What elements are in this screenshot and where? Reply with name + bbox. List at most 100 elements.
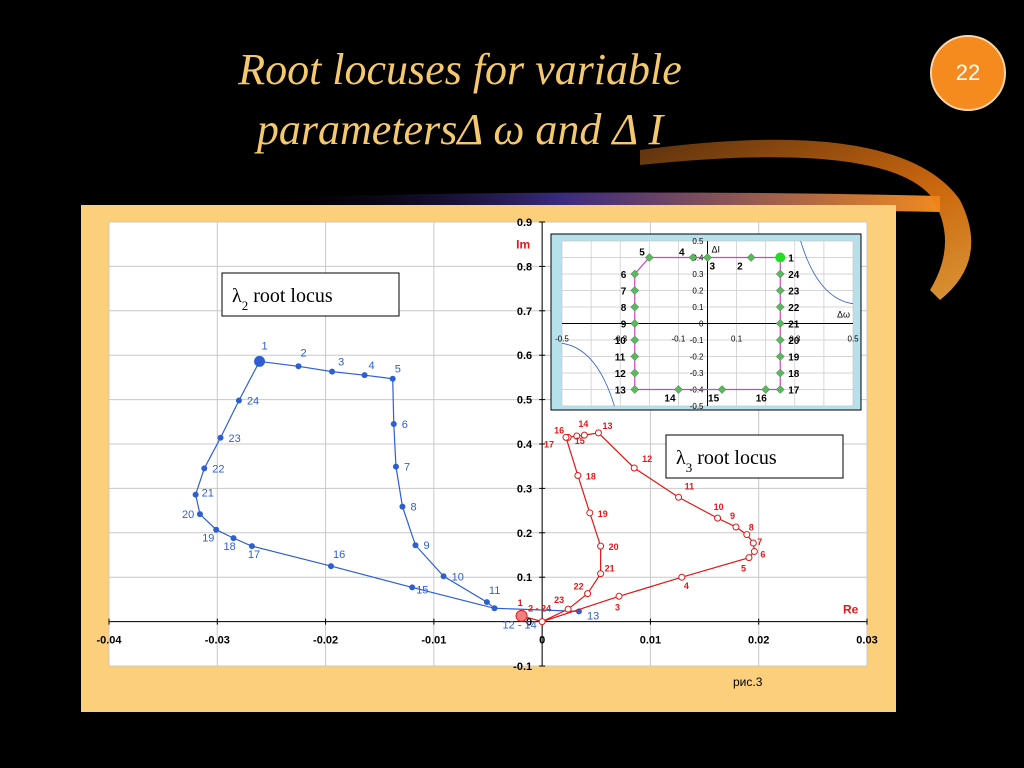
inset-point-15 xyxy=(717,385,727,394)
lambda3-point-label: 22 xyxy=(574,582,584,592)
inset-point-label: 18 xyxy=(788,369,800,380)
lambda2-point-16 xyxy=(327,563,334,570)
inset-point-label: 2 xyxy=(737,262,743,273)
lambda3-point-label: 8 xyxy=(749,523,754,533)
lambda2-annotation-box: λ2 root locus xyxy=(221,272,400,317)
lambda3-point-21 xyxy=(597,570,605,578)
inset-x-tick-label: -0.5 xyxy=(555,335,569,344)
inset-y-tick-label: 0.2 xyxy=(692,287,704,296)
lambda3-point-23 xyxy=(564,605,572,613)
lambda3-point-14 xyxy=(580,431,588,439)
lambda3-point-6 xyxy=(750,547,758,555)
lambda2-point-1 xyxy=(254,355,266,367)
lambda2-point-15 xyxy=(409,584,416,591)
lambda3-point-label: 16 xyxy=(554,425,564,435)
lambda2-annotation: λ2 root locus xyxy=(232,285,333,313)
lambda2-point-label: 3 xyxy=(338,357,344,369)
inset-point-22 xyxy=(775,302,785,312)
x-tick-label: -0.03 xyxy=(205,635,230,647)
lambda2-point-9 xyxy=(412,542,419,549)
inset-y-tick-label: -0.1 xyxy=(690,336,704,345)
lambda3-point-label: 20 xyxy=(609,542,619,552)
inset-point-label: 23 xyxy=(788,287,800,298)
lambda3-point-7 xyxy=(749,539,757,547)
y-tick-label: 0.5 xyxy=(517,395,532,407)
lambda2-point-24 xyxy=(235,397,242,404)
lambda3-point-label: 15 xyxy=(575,436,585,446)
lambda2-point-label: 18 xyxy=(224,541,236,553)
x-tick-label: 0 xyxy=(539,635,545,647)
y-tick-label: 0.7 xyxy=(517,306,532,318)
lambda2-point-12-14 xyxy=(491,605,498,612)
inset-point-label: 10 xyxy=(615,336,627,347)
x-axis-label: Re xyxy=(843,603,859,617)
slide-title-line2: parametersΔ ω and Δ I xyxy=(256,105,664,154)
lambda3-point-1 xyxy=(515,609,528,622)
inset-point-11 xyxy=(630,352,640,361)
page-number-badge: 22 xyxy=(930,35,1006,111)
lambda3-point-label: 6 xyxy=(760,549,765,559)
lambda3-point-11 xyxy=(675,493,683,501)
lambda2-point-11 xyxy=(483,599,490,606)
inset-x-axis-label: Δω xyxy=(837,310,850,320)
inset-y-tick-label: -0.2 xyxy=(690,353,704,362)
inset-x-tick-label: -0.3 xyxy=(613,335,627,344)
inset-point-label: 5 xyxy=(639,248,645,259)
lambda2-point-2 xyxy=(295,363,302,370)
lambda2-point-label: 20 xyxy=(182,509,194,521)
inset-y-tick-label: 0.3 xyxy=(692,270,704,279)
lambda2-point-3 xyxy=(329,368,336,375)
inset-x-tick-label: 0.1 xyxy=(731,335,743,344)
figure-caption: рис.3 xyxy=(733,675,763,689)
lambda2-point-19 xyxy=(213,526,220,533)
inset-y-tick-label: 0.5 xyxy=(692,237,704,246)
inset-point-label: 7 xyxy=(621,287,627,298)
inset-curve-lower xyxy=(561,342,615,407)
inset-point-label: 12 xyxy=(615,369,627,380)
lambda3-point-label: 12 xyxy=(642,454,652,464)
lambda2-point-label: 5 xyxy=(395,364,401,376)
lambda2-point-label: 1 xyxy=(262,340,268,352)
inset-point-18 xyxy=(775,368,785,378)
x-tick-label: -0.02 xyxy=(313,635,338,647)
lambda3-point-label: 23 xyxy=(554,595,564,605)
inset-point-19 xyxy=(775,352,785,361)
y-tick-label: -0.1 xyxy=(513,661,532,673)
lambda2-point-label: 23 xyxy=(229,433,241,445)
lambda3-point-12 xyxy=(630,464,638,472)
lambda3-point-label: 3 xyxy=(615,602,620,612)
lambda2-point-6 xyxy=(390,421,397,428)
inset-point-label: 11 xyxy=(615,353,626,364)
inset-point-17 xyxy=(775,385,785,394)
inset-point-12 xyxy=(630,368,640,378)
lambda3-point-label: 4 xyxy=(684,581,689,591)
inset-y-tick-label: 0 xyxy=(699,320,704,329)
lambda2-point-label: 2 xyxy=(301,347,307,359)
lambda3-point-19 xyxy=(586,509,594,517)
y-tick-label: 0.1 xyxy=(517,572,532,584)
x-tick-label: 0.01 xyxy=(640,635,661,647)
lambda2-point-label: 17 xyxy=(248,549,260,561)
lambda2-point-label: 9 xyxy=(423,540,429,552)
inset-point-label: 14 xyxy=(664,394,676,405)
lambda2-point-10 xyxy=(440,573,447,580)
lambda3-point-label: 2 - 24 xyxy=(528,604,551,614)
lambda3-annotation: λ3 root locus xyxy=(676,447,777,475)
inset-point-label: 3 xyxy=(710,262,716,273)
inset-point-14 xyxy=(674,385,683,394)
lambda2-point-label: 6 xyxy=(402,419,408,431)
lambda2-point-18 xyxy=(230,535,237,542)
inset-point-label: 13 xyxy=(615,386,627,397)
x-tick-label: -0.04 xyxy=(96,635,122,647)
axes: -0.04 -0.03 -0.02 -0.01 0 0.01 0.02 0.03 -0.1 0 0.… xyxy=(96,217,877,673)
lambda3-point-label: 17 xyxy=(544,439,554,449)
x-tick-label: 0.03 xyxy=(856,635,877,647)
lambda2-point-21 xyxy=(192,491,199,498)
inset-point-24 xyxy=(775,269,785,279)
lambda3-point-label: 10 xyxy=(714,502,724,512)
inset-y-tick-label: 0.1 xyxy=(692,303,704,312)
inset-point-label: 6 xyxy=(621,270,627,281)
lambda2-point-23 xyxy=(217,434,224,441)
lambda3-point-5 xyxy=(745,554,753,562)
